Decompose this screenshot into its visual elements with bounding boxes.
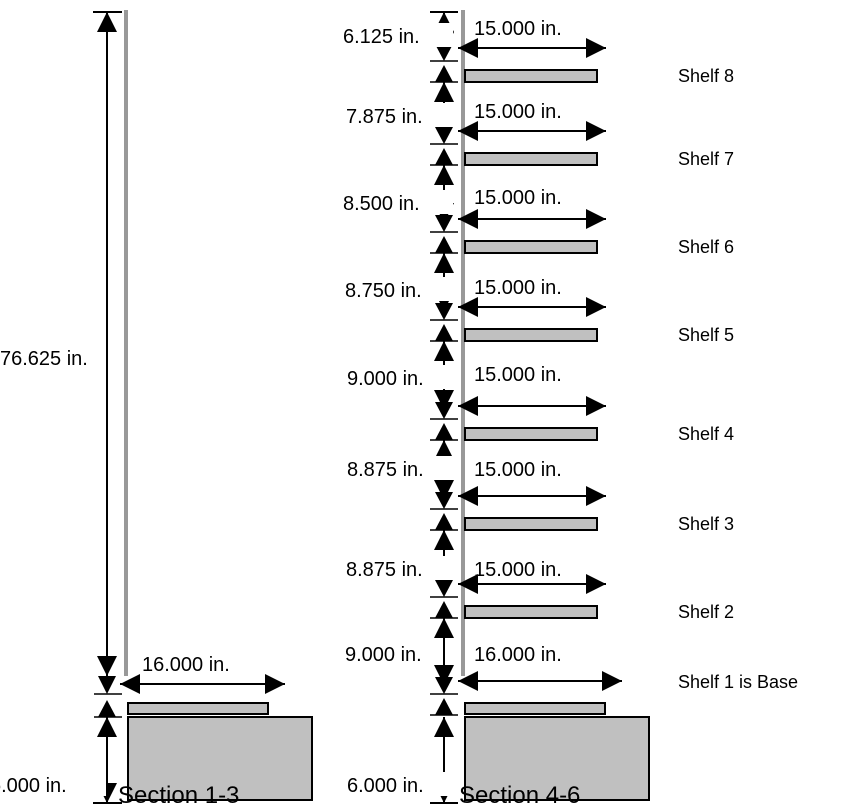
shelf-thickness-arrow xyxy=(435,580,453,618)
gap-label-bg xyxy=(345,365,457,389)
shelf-board xyxy=(464,605,598,619)
shelf-thickness-arrow xyxy=(435,303,453,341)
shelf-width-label: 15.000 in. xyxy=(474,101,562,123)
left-base-label-bg xyxy=(0,772,106,796)
gap-label-bg xyxy=(345,456,457,480)
left-post xyxy=(124,10,128,676)
right-base-shelf xyxy=(464,702,606,715)
left-section-label: Section 1-3 xyxy=(118,782,239,807)
shelf-thickness-arrow xyxy=(435,492,453,530)
shelf-name-label: Shelf 4 xyxy=(678,424,734,444)
shelf-thickness-arrow xyxy=(435,677,453,715)
gap-height-label: 8.875 in. xyxy=(346,559,423,581)
left-section: 76.625 in. 16.000 in. 6.000 in. Section … xyxy=(0,10,313,807)
gap-label-bg xyxy=(341,23,453,47)
gap-height-label: 8.500 in. xyxy=(343,193,420,215)
gap-label-bg xyxy=(344,103,456,127)
right-section-label: Section 4-6 xyxy=(459,782,580,807)
shelf-thickness-arrow xyxy=(435,215,453,253)
left-shelf-thickness-arrow xyxy=(98,676,116,717)
left-base-block xyxy=(127,716,313,801)
shelf-width-label: 15.000 in. xyxy=(474,18,562,40)
shelf-board xyxy=(464,517,598,531)
shelf-board xyxy=(464,240,598,254)
shelf-width-label: 15.000 in. xyxy=(474,364,562,386)
shelf-board xyxy=(464,427,598,441)
gap-height-label: 8.875 in. xyxy=(347,459,424,481)
right-section: 6.125 in. 7.875 in. 8.500 in. 8.750 in. 9.00… xyxy=(341,10,798,807)
shelf-name-label: Shelf 3 xyxy=(678,514,734,534)
shelf-name-label: Shelf 6 xyxy=(678,237,734,257)
gap-height-label: 9.000 in. xyxy=(347,368,424,390)
shelf-width-label: 15.000 in. xyxy=(474,277,562,299)
shelf-width-label: 15.000 in. xyxy=(474,459,562,481)
right-gap-dimensions: 6.125 in. 7.875 in. 8.500 in. 8.750 in. 9.00… xyxy=(341,11,458,716)
shelf-width-label: 15.000 in. xyxy=(474,187,562,209)
gap-height-label: 9.000 in. xyxy=(345,644,422,666)
gap-height-label: 6.125 in. xyxy=(343,26,420,48)
gap-label-bg xyxy=(344,556,456,580)
shelf-name-label: Shelf 8 xyxy=(678,66,734,86)
shelf-width-label: 16.000 in. xyxy=(474,644,562,666)
left-base-shelf xyxy=(127,702,269,715)
shelf-board xyxy=(464,328,598,342)
shelf-name-label: Shelf 2 xyxy=(678,602,734,622)
shelf-thickness-arrow xyxy=(435,127,453,165)
shelf-thickness-arrow xyxy=(435,402,453,440)
shelf-width-label: 15.000 in. xyxy=(474,559,562,581)
shelf-name-label: Shelf 5 xyxy=(678,325,734,345)
shelf-name-label: Shelf 7 xyxy=(678,149,734,169)
gap-label-bg xyxy=(343,277,455,301)
right-base-label-bg xyxy=(344,772,454,796)
right-shelves: 15.000 in. Shelf 8 15.000 in. Shelf 7 15.000… xyxy=(458,18,798,692)
shelf-board xyxy=(464,152,598,166)
left-total-height-label: 76.625 in. xyxy=(0,348,88,370)
right-post xyxy=(461,10,465,676)
gap-height-label: 8.750 in. xyxy=(345,280,422,302)
gap-height-label: 7.875 in. xyxy=(346,106,423,128)
gap-label-bg xyxy=(341,190,453,214)
right-base-block xyxy=(464,716,650,801)
left-width-label: 16.000 in. xyxy=(142,654,230,676)
shelf-board xyxy=(464,69,598,83)
shelf-name-label: Shelf 1 is Base xyxy=(678,672,798,692)
left-base-height-label: 6.000 in. xyxy=(0,775,67,797)
shelf-thickness-arrow xyxy=(435,44,453,82)
right-base-height-label: 6.000 in. xyxy=(347,775,424,797)
